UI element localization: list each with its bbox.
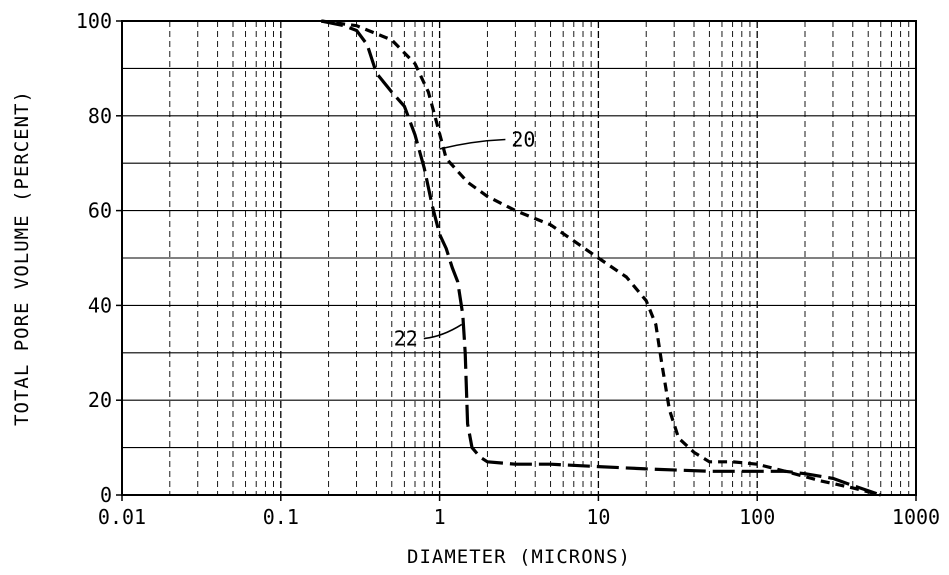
series-label-22: 22: [394, 327, 418, 351]
x-tick-label: 100: [739, 505, 775, 529]
series-annotations: 2022: [394, 128, 536, 351]
x-tick-label: 1000: [892, 505, 940, 529]
y-axis-title: TOTAL PORE VOLUME (PERCENT): [11, 90, 33, 426]
x-tick-label: 1: [434, 505, 446, 529]
y-tick-label: 60: [88, 199, 112, 223]
y-tick-label: 100: [76, 9, 112, 33]
series-label-20: 20: [511, 128, 535, 152]
y-tick-label: 80: [88, 104, 112, 128]
x-tick-label: 0.01: [98, 505, 146, 529]
x-axis-title: DIAMETER (MICRONS): [407, 546, 631, 568]
x-tick-label: 10: [586, 505, 610, 529]
annotation-leader-20: [440, 140, 506, 150]
annotation-leader-22: [424, 324, 462, 338]
axis-ticks: 0.01 0.1 1 10 100 1000 0 20 40 60 80 100: [76, 9, 940, 529]
x-tick-label: 0.1: [263, 505, 299, 529]
grid: [122, 21, 916, 495]
y-tick-label: 20: [88, 388, 112, 412]
y-tick-label: 0: [100, 483, 112, 507]
y-tick-label: 40: [88, 293, 112, 317]
